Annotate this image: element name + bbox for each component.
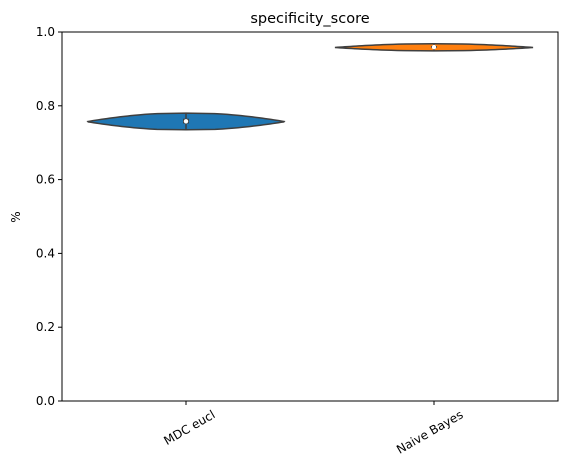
violin-median (431, 44, 437, 50)
x-tick-label: MDC eucl (161, 407, 217, 447)
y-tick-label: 0.4 (36, 246, 55, 260)
violins (86, 43, 534, 131)
x-tick-label: Naive Bayes (394, 407, 465, 456)
y-tick-label: 0.0 (36, 394, 55, 408)
y-tick-label: 0.6 (36, 173, 55, 187)
y-tick-label: 0.2 (36, 320, 55, 334)
chart-title: specificity_score (250, 11, 369, 27)
y-tick-label: 0.8 (36, 99, 55, 113)
y-axis-label: % (9, 211, 23, 222)
plot-frame (61, 31, 559, 402)
y-ticks: 0.0 0.2 0.4 0.6 0.8 1.0 (36, 25, 62, 408)
violin-median (183, 119, 189, 124)
y-tick-label: 1.0 (36, 25, 55, 39)
x-ticks: MDC eucl Naive Bayes (161, 401, 466, 457)
